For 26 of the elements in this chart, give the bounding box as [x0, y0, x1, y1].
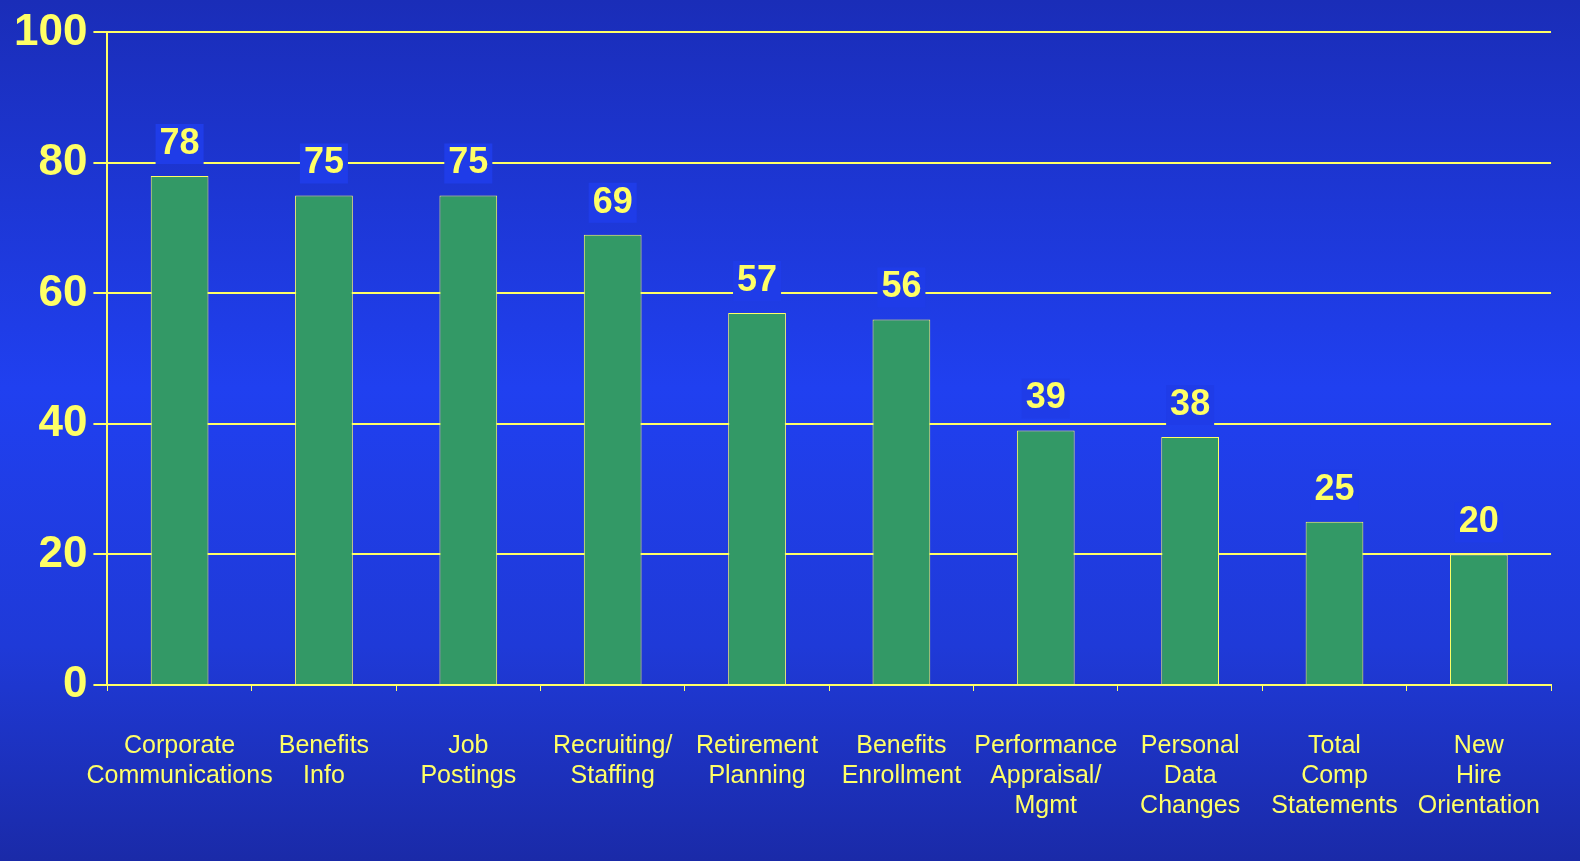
- x-tick-label: Personal Data Changes: [1140, 729, 1241, 818]
- data-label: 75: [303, 140, 344, 182]
- x-tick-label: Recruiting/ Staffing: [552, 729, 673, 788]
- data-label: 69: [592, 179, 633, 221]
- data-label: 25: [1314, 466, 1355, 508]
- x-tick-label: Benefits Enrollment: [841, 729, 962, 788]
- data-label: 38: [1170, 381, 1211, 423]
- x-tick-label: Corporate Communications: [86, 729, 273, 788]
- x-tick-label: Total Comp Statements: [1271, 729, 1398, 818]
- data-label: 75: [448, 140, 489, 182]
- y-tick-label: 80: [38, 135, 88, 185]
- x-tick-label: Benefits Info: [278, 729, 370, 788]
- x-tick-label: Performance Appraisal/ Mgmt: [974, 729, 1118, 818]
- data-label: 57: [737, 257, 778, 299]
- y-tick-label: 40: [38, 396, 88, 446]
- x-tick-label: New Hire Orientation: [1417, 729, 1540, 818]
- data-label: 78: [159, 120, 200, 162]
- y-tick-label: 60: [38, 265, 88, 315]
- data-label: 39: [1025, 375, 1066, 417]
- data-label: 20: [1458, 499, 1499, 541]
- y-tick-label: 0: [62, 657, 88, 707]
- y-tick-label: 100: [13, 4, 88, 54]
- x-tick-label: Retirement Planning: [695, 729, 819, 788]
- x-tick-label: Job Postings: [420, 729, 517, 788]
- y-tick-label: 20: [38, 526, 88, 576]
- data-label: 56: [881, 264, 922, 306]
